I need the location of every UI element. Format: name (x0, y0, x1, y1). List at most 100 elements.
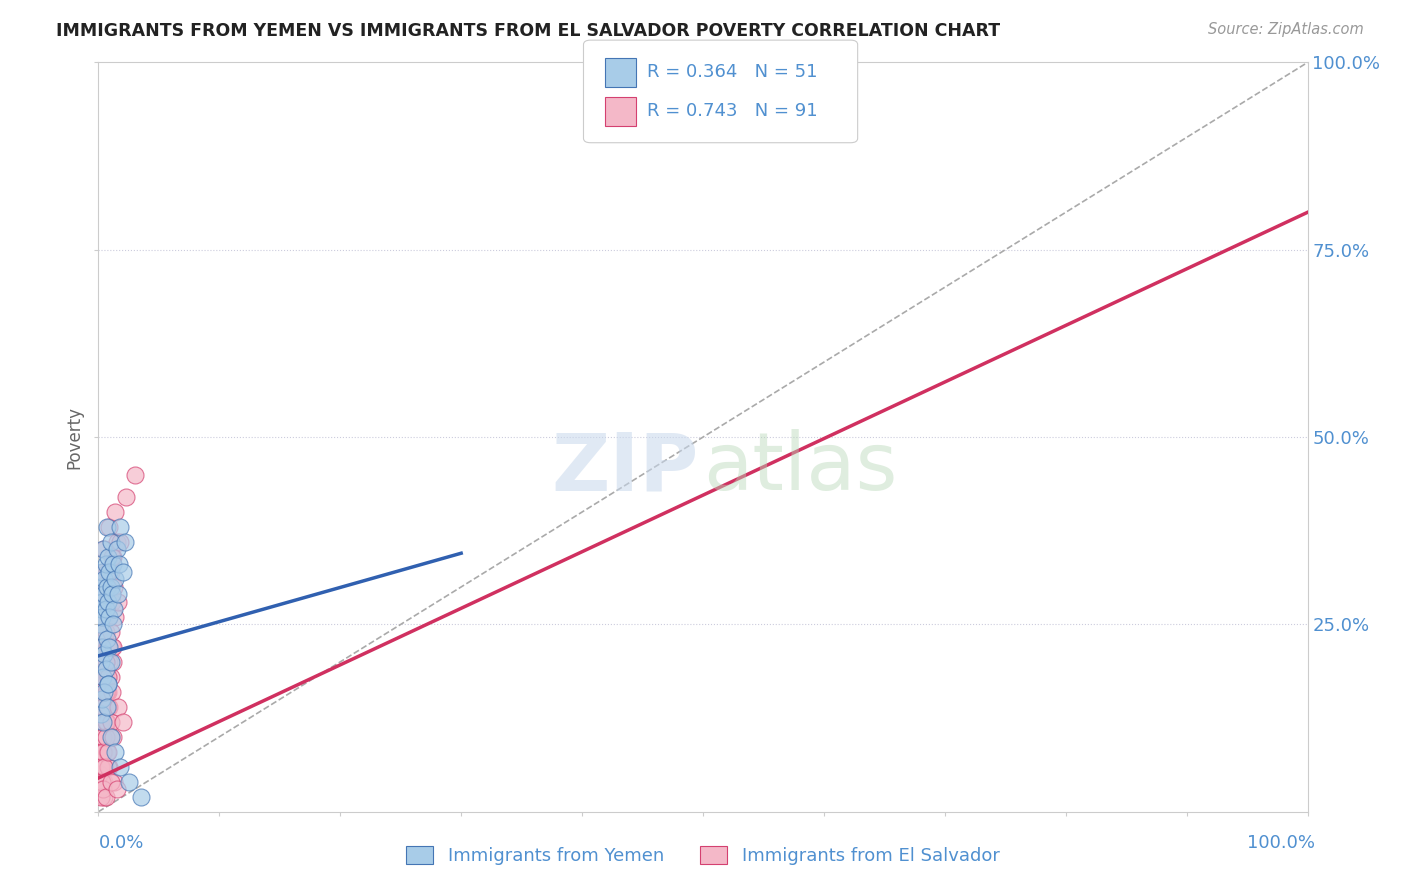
Point (94, 789, 117, 804)
Text: ZIP: ZIP (551, 429, 699, 508)
Point (118, 774, 141, 789)
Point (90, 655, 112, 669)
Point (108, 520, 131, 534)
Point (89, 745, 111, 759)
Point (96, 632, 118, 647)
Text: R = 0.743   N = 91: R = 0.743 N = 91 (647, 103, 817, 120)
Point (90, 655, 112, 669)
Point (91, 670, 114, 684)
Point (97, 677, 120, 691)
Point (104, 505, 127, 519)
Point (103, 602, 125, 616)
Point (90, 760, 112, 774)
Point (89, 714, 111, 729)
Point (94, 624, 117, 639)
Point (90, 580, 112, 594)
Point (98, 610, 121, 624)
Point (94, 602, 117, 616)
Point (93, 542, 115, 557)
Point (94, 655, 117, 669)
Point (90, 685, 112, 699)
Point (91, 774, 114, 789)
Point (93, 745, 115, 759)
Point (91, 774, 114, 789)
Point (98, 655, 121, 669)
Point (90, 602, 112, 616)
Point (90, 789, 112, 804)
Point (94, 662, 117, 676)
Point (97, 745, 120, 759)
Point (100, 685, 122, 699)
Point (114, 535, 136, 549)
Point (91, 595, 114, 609)
Point (97, 760, 120, 774)
Point (91, 692, 114, 706)
Point (91, 730, 114, 744)
Point (90, 617, 112, 632)
Point (100, 730, 122, 744)
Y-axis label: Poverty: Poverty (66, 406, 84, 468)
Point (89, 767, 111, 781)
Point (100, 774, 122, 789)
Point (100, 535, 122, 549)
Point (104, 573, 127, 587)
Point (93, 655, 115, 669)
Point (93, 714, 115, 729)
Point (91, 595, 114, 609)
Point (124, 467, 146, 482)
Point (96, 580, 118, 594)
Point (105, 542, 128, 557)
Point (100, 655, 122, 669)
Point (97, 677, 120, 691)
Point (104, 610, 127, 624)
Point (100, 714, 122, 729)
Point (107, 699, 129, 714)
Point (91, 670, 114, 684)
Legend: Immigrants from Yemen, Immigrants from El Salvador: Immigrants from Yemen, Immigrants from E… (399, 838, 1007, 872)
Point (91, 595, 114, 609)
Point (97, 595, 120, 609)
Point (107, 595, 129, 609)
Point (91, 640, 114, 654)
Point (91, 640, 114, 654)
Point (100, 565, 122, 579)
Point (100, 595, 122, 609)
Point (98, 640, 121, 654)
Point (101, 558, 124, 572)
Point (96, 595, 118, 609)
Point (90, 692, 112, 706)
Point (91, 714, 114, 729)
Point (89, 617, 111, 632)
Point (91, 760, 114, 774)
Text: 0.0%: 0.0% (98, 834, 143, 852)
Point (96, 745, 118, 759)
Point (91, 782, 114, 797)
Point (101, 640, 124, 654)
Point (103, 774, 125, 789)
Point (96, 565, 118, 579)
Point (100, 580, 122, 594)
Point (90, 745, 112, 759)
Point (91, 677, 114, 691)
Point (93, 774, 115, 789)
Text: Source: ZipAtlas.com: Source: ZipAtlas.com (1208, 22, 1364, 37)
Point (129, 789, 152, 804)
Point (90, 707, 112, 722)
Point (100, 587, 122, 601)
Point (91, 699, 114, 714)
Point (91, 542, 114, 557)
Point (91, 730, 114, 744)
Point (93, 685, 115, 699)
Point (93, 587, 115, 601)
Point (108, 760, 131, 774)
Point (94, 558, 117, 572)
Text: atlas: atlas (703, 429, 897, 508)
Point (107, 587, 129, 601)
Point (94, 670, 117, 684)
Point (101, 549, 124, 564)
Point (100, 549, 122, 564)
Point (89, 640, 111, 654)
Text: 100.0%: 100.0% (1247, 834, 1315, 852)
Point (94, 714, 117, 729)
Point (91, 624, 114, 639)
